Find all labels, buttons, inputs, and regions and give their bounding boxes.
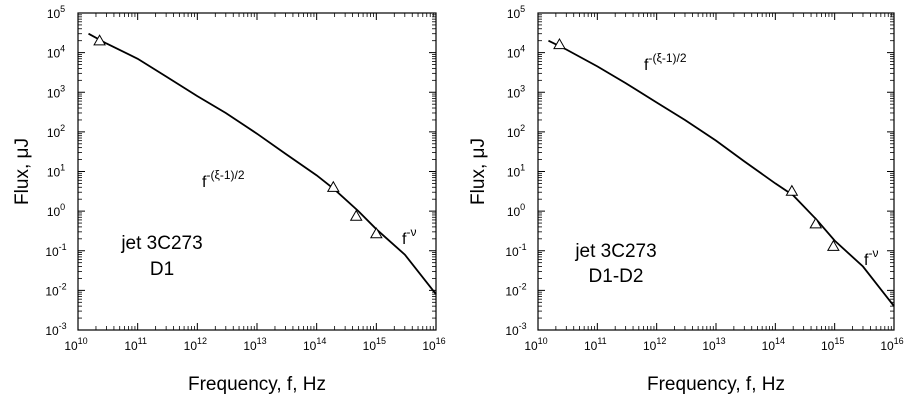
x-tick-label: 1012 [184,336,207,353]
chart-left: 1010 1011 1012 1013 1014 1015 1016 10-3 10-2 10-1… [12,4,446,395]
y-tick-label: 104 [47,44,65,61]
y-tick-label: 100 [47,202,65,219]
model-curve [548,39,895,307]
annotation-high-slope: f-ν [864,246,878,269]
x-tick-label: 1013 [702,336,725,353]
data-point-triangle [326,180,340,192]
x-tick-label: 1011 [124,336,147,353]
y-tick-label: 102 [47,123,65,140]
x-tick-label: 1014 [303,336,326,353]
x-tick-label: 1014 [762,336,785,353]
data-point-triangle [93,34,106,46]
x-tick-label: 1013 [243,336,266,353]
annotation-low-slope: f-(ξ-1)/2 [202,168,245,191]
data-point-triangle [369,227,383,239]
y-axis-label: Flux, μJ [468,138,489,205]
data-point-triangle [349,209,363,221]
y-tick-label: 103 [507,83,525,100]
x-tick-label: 1010 [64,336,87,353]
y-tick-label: 101 [507,163,525,180]
y-tick-label: 101 [47,163,65,180]
y-tick-label: 103 [47,83,65,100]
y-tick-label: 10-2 [45,281,66,298]
y-tick-label: 105 [47,4,65,21]
source-label-line: D1-D2 [589,266,644,287]
x-tick-label: 1012 [643,336,666,353]
data-point-triangle [809,217,823,229]
x-tick-label: 1010 [524,336,547,353]
model-curve [88,32,437,295]
y-tick-label: 10-3 [45,321,66,338]
data-point-triangle [826,239,840,251]
annotation-high-slope: f-ν [402,225,416,248]
x-axis-label: Frequency, f, Hz [188,374,326,395]
x-tick-label: 1015 [821,336,844,353]
source-label-line: D1 [150,259,174,280]
y-tick-label: 104 [507,44,525,61]
y-tick-label: 100 [507,202,525,219]
y-tick-label: 10-1 [45,242,66,259]
y-tick-label: 10-2 [505,281,526,298]
data-point-triangle [553,38,566,50]
x-tick-label: 1011 [584,336,607,353]
source-label-line: jet 3C273 [574,241,656,262]
x-tick-label: 1016 [422,336,445,353]
x-tick-label: 1016 [880,336,903,353]
y-tick-label: 102 [507,123,525,140]
annotation-low-slope: f-(ξ-1)/2 [644,51,687,74]
source-label-line: jet 3C273 [120,233,202,254]
x-axis-label: Frequency, f, Hz [647,374,785,395]
y-axis-label: Flux, μJ [12,138,33,205]
data-point-triangle [785,184,799,196]
y-tick-label: 10-3 [505,321,526,338]
chart-right: 1010 1011 1012 1013 1014 1015 1016 10-3 10-2 10-1… [468,4,904,395]
y-tick-label: 105 [507,4,525,21]
x-tick-label: 1015 [363,336,386,353]
y-tick-label: 10-1 [505,242,526,259]
plot-frame [77,12,437,331]
